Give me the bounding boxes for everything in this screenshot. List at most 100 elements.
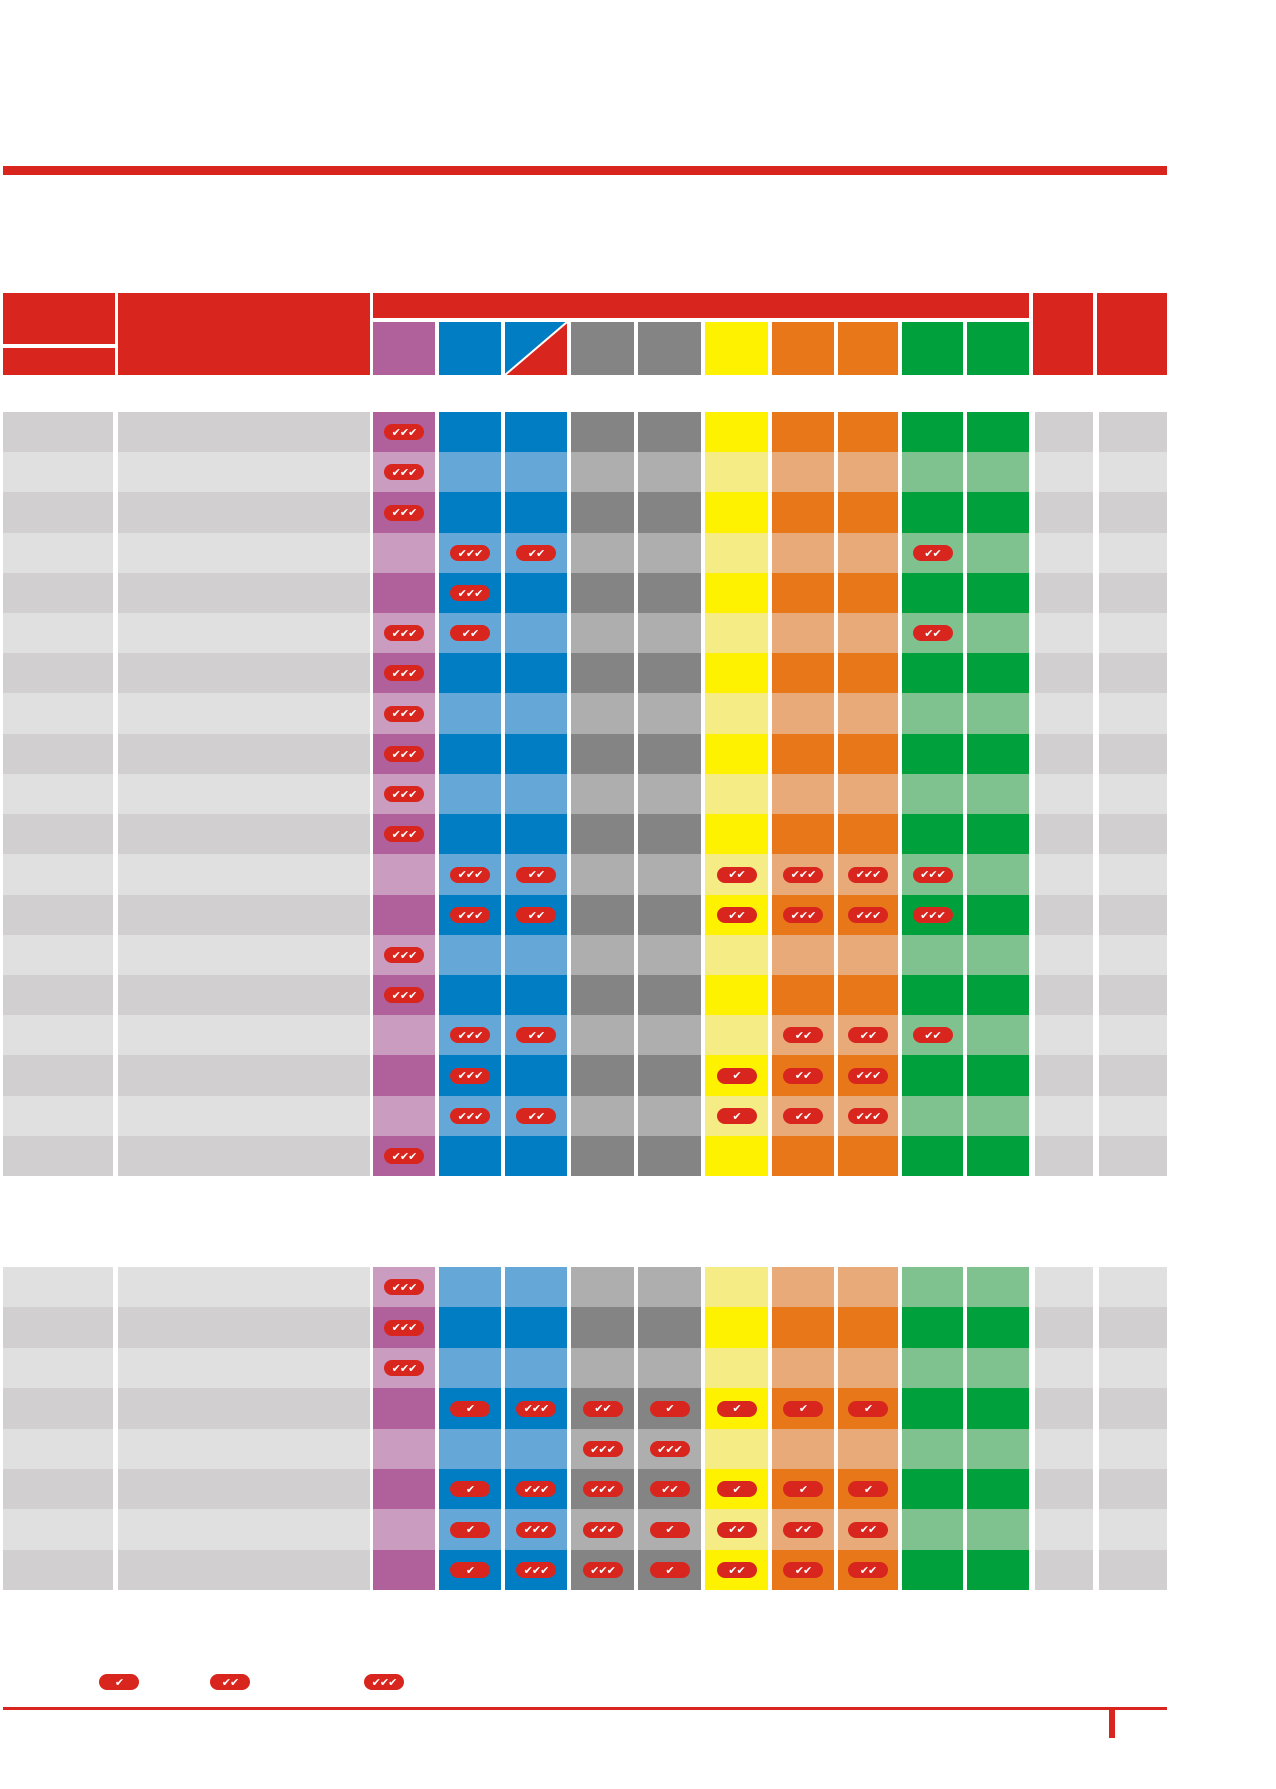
table-cell: ✔ (705, 1388, 768, 1429)
triple-check-badge-icon: ✔✔✔ (848, 1108, 888, 1124)
label-cell-1 (3, 1136, 113, 1176)
triple-check-badge-icon: ✔✔✔ (384, 1279, 424, 1295)
table-cell (838, 1348, 898, 1388)
table-cell (902, 734, 963, 774)
header-color-cell-4 (571, 322, 634, 375)
table-cell: ✔✔✔ (439, 533, 501, 573)
triple-check-badge-icon: ✔✔✔ (516, 1562, 556, 1578)
label-cell-3 (1035, 1015, 1093, 1055)
single-check-badge-icon: ✔ (450, 1521, 490, 1538)
table-cell (838, 1136, 898, 1176)
table-cell (705, 653, 768, 693)
triple-check-badge-icon: ✔✔✔ (450, 866, 490, 883)
table-cell: ✔✔ (772, 1550, 834, 1590)
label-cell-1 (3, 1469, 113, 1509)
header-color-cell-9 (902, 322, 963, 375)
table-cell (439, 774, 501, 814)
table-cell (571, 935, 634, 975)
triple-check-badge-icon: ✔✔✔ (516, 1400, 556, 1417)
table-cell (772, 452, 834, 492)
triple-check-badge-icon: ✔✔✔ (384, 625, 424, 641)
triple-check-badge-icon: ✔✔✔ (912, 866, 953, 883)
label-cell-1 (3, 1307, 113, 1348)
triple-check-badge-icon: ✔✔✔ (582, 1441, 623, 1457)
table-cell (638, 1015, 701, 1055)
label-cell-3 (1035, 1267, 1093, 1307)
table-cell: ✔✔✔ (439, 895, 501, 935)
table-cell (373, 1550, 435, 1590)
label-cell-3 (1035, 613, 1093, 653)
table-cell (967, 854, 1029, 895)
table-cell (373, 533, 435, 573)
table-cell: ✔ (439, 1388, 501, 1429)
table-cell (967, 1550, 1029, 1590)
header-cell-col1-top (3, 293, 115, 344)
table-cell (505, 935, 567, 975)
triple-check-badge-icon: ✔✔✔ (384, 464, 424, 480)
table-cell: ✔✔✔ (373, 653, 435, 693)
table-cell (967, 1509, 1029, 1550)
table-cell (838, 573, 898, 613)
table-cell (967, 613, 1029, 653)
table-cell: ✔✔✔ (373, 1267, 435, 1307)
table-cell (902, 1348, 963, 1388)
triple-check-badge-icon: ✔✔✔ (582, 1521, 623, 1538)
table-cell: ✔✔ (705, 854, 768, 895)
label-cell-3 (1035, 693, 1093, 734)
table-cell (705, 613, 768, 653)
table-cell (505, 1136, 567, 1176)
table-cell (705, 1015, 768, 1055)
table-cell (772, 814, 834, 854)
table-cell: ✔✔ (505, 854, 567, 895)
table-cell (571, 734, 634, 774)
triple-check-badge-icon: ✔✔✔ (450, 585, 490, 601)
table-cell (505, 653, 567, 693)
label-cell-2 (118, 1015, 370, 1055)
table-cell (838, 613, 898, 653)
triple-check-badge-icon: ✔✔✔ (848, 907, 888, 923)
single-check-badge-icon: ✔ (783, 1400, 823, 1417)
table-cell: ✔✔✔ (838, 895, 898, 935)
single-check-badge-icon: ✔ (649, 1400, 690, 1417)
table-cell (772, 935, 834, 975)
label-cell-1 (3, 854, 113, 895)
table-cell (967, 653, 1029, 693)
double-check-badge-icon: ✔✔ (716, 907, 757, 923)
triple-check-badge-icon: ✔✔✔ (384, 1148, 424, 1164)
table-cell (902, 452, 963, 492)
table-cell (505, 412, 567, 452)
table-cell: ✔✔✔ (373, 693, 435, 734)
table-cell (902, 1509, 963, 1550)
label-cell-3 (1035, 1307, 1093, 1348)
table-cell: ✔ (638, 1550, 701, 1590)
triple-check-badge-icon: ✔✔✔ (384, 504, 424, 521)
label-cell-2 (118, 1550, 370, 1590)
table-cell: ✔✔✔ (838, 854, 898, 895)
label-cell-2 (118, 1388, 370, 1429)
triple-check-badge-icon: ✔✔✔ (516, 1481, 556, 1497)
table-cell (373, 1469, 435, 1509)
table-cell: ✔✔✔ (571, 1550, 634, 1590)
table-cell (838, 452, 898, 492)
table-cell (772, 412, 834, 452)
table-cell (967, 814, 1029, 854)
table-cell (902, 653, 963, 693)
table-cell (373, 1096, 435, 1136)
table-cell: ✔ (838, 1469, 898, 1509)
label-cell-2 (118, 613, 370, 653)
label-cell-3 (1035, 1348, 1093, 1388)
table-cell (373, 1388, 435, 1429)
table-cell: ✔✔✔ (571, 1469, 634, 1509)
header-color-cell-6 (705, 322, 768, 375)
header-color-cell-2 (439, 322, 501, 375)
table-cell (772, 492, 834, 533)
table-cell: ✔✔ (772, 1096, 834, 1136)
table-cell: ✔✔✔ (373, 613, 435, 653)
table-cell (638, 814, 701, 854)
table-cell (838, 935, 898, 975)
label-cell-4 (1099, 1055, 1167, 1096)
table-cell (902, 1267, 963, 1307)
table-cell (571, 854, 634, 895)
table-cell (772, 1429, 834, 1469)
table-cell: ✔✔✔ (373, 975, 435, 1015)
